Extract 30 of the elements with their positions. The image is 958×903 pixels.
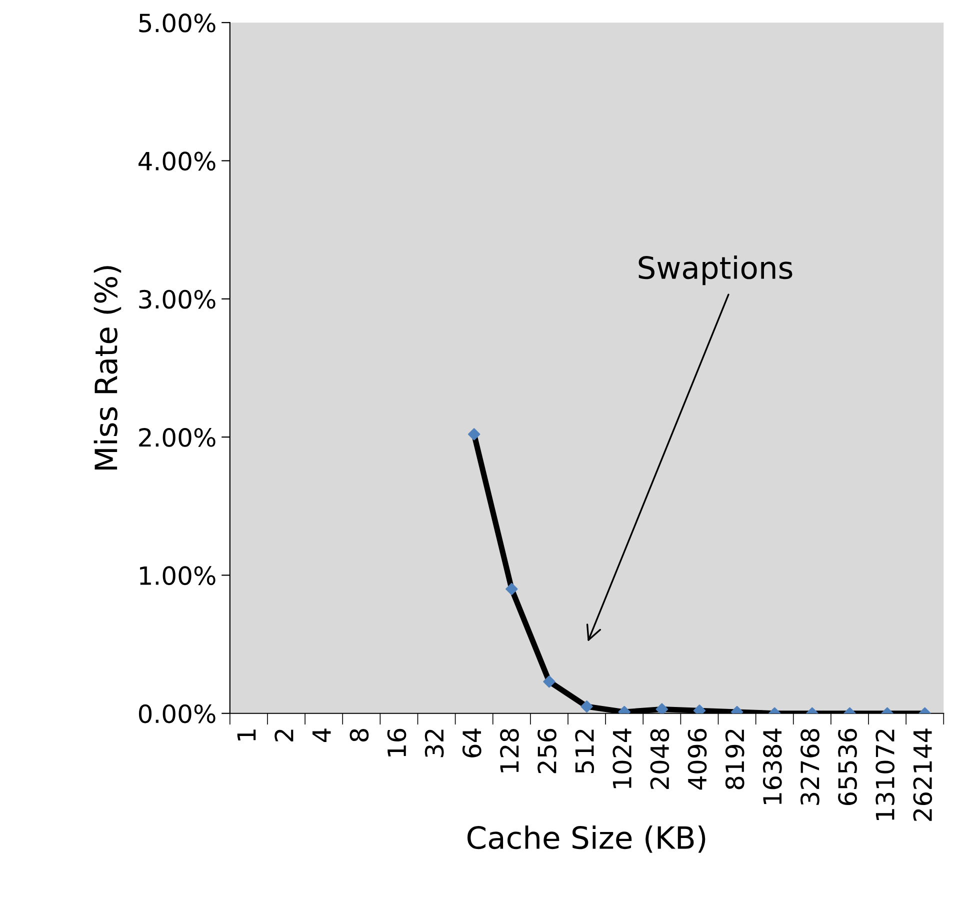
x-tick-label: 64 [462,728,482,758]
x-tick-label: 1024 [612,728,632,788]
x-tick-label: 4096 [688,728,707,790]
x-tick-label: 2 [274,730,294,742]
y-tick-label: 4.00% [138,152,216,171]
x-tick-label: 256 [538,728,556,774]
x-tick-label: 8192 [725,730,744,790]
x-tick-label: 4 [312,728,331,742]
x-tick-label: 16 [387,728,406,756]
y-tick-label: 0.00% [138,704,216,724]
y-tick-label: 3.00% [139,290,216,309]
y-axis-title: Miss Rate (%) [94,266,122,470]
y-tick-label: 1.00% [140,566,216,586]
point [506,582,518,596]
x-tick-label: 128 [500,728,519,772]
x-tick-label: 32768 [800,728,820,805]
x-tick-label: 2048 [650,728,670,790]
x-tick-label: 16384 [762,728,782,804]
x-tick-label: 32 [424,730,444,758]
y-tick-label: 2.00% [139,428,216,447]
x-axis-title: Cache Size (KB) [467,825,706,853]
x-tick-label: 1 [237,730,256,740]
annotation: Swaptions [638,256,792,286]
y-tick-label: 5.00% [139,14,216,32]
x-tick-label: 131072 [876,730,895,820]
x-tick-label: 8 [350,728,369,742]
x-tick-label: 65536 [838,728,857,806]
x-tick-label: 512 [575,730,594,774]
point [468,428,480,440]
x-tick-label: 262144 [913,728,932,821]
